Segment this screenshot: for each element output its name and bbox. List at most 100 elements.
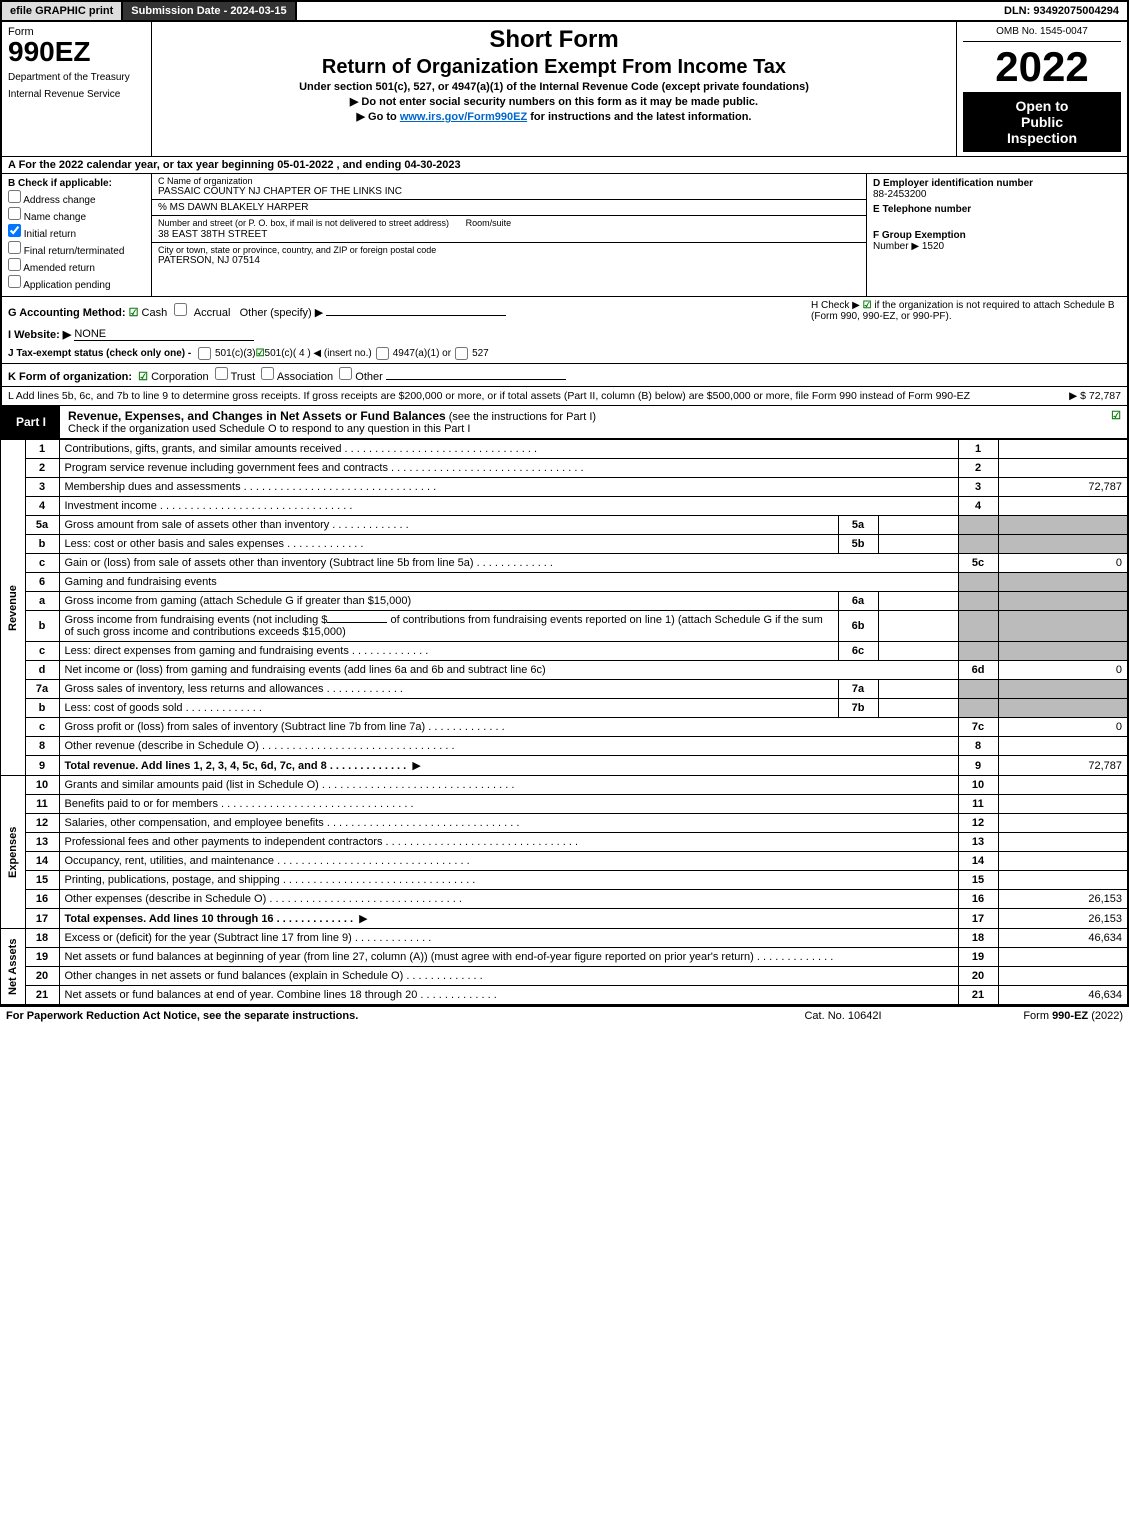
desc-7c: Gross profit or (loss) from sales of inv…	[59, 718, 958, 737]
irs-link[interactable]: www.irs.gov/Form990EZ	[400, 111, 527, 123]
cat-no: Cat. No. 10642I	[743, 1010, 943, 1022]
h-check: H Check ▶ ☑ if the organization is not r…	[811, 300, 1121, 322]
check-accrual[interactable]	[174, 303, 187, 316]
desc-17: Total expenses. Add lines 10 through 16 …	[59, 909, 958, 929]
shade-6b	[958, 611, 998, 642]
val-21: 46,634	[998, 986, 1128, 1005]
part1-title: Revenue, Expenses, and Changes in Net As…	[60, 406, 1105, 438]
box-15: 15	[958, 871, 998, 890]
check-address-change[interactable]: Address change	[8, 190, 145, 206]
check-501c3[interactable]	[198, 347, 211, 360]
top-bar: efile GRAPHIC print Submission Date - 20…	[0, 0, 1129, 22]
part1-header: Part I Revenue, Expenses, and Changes in…	[0, 406, 1129, 439]
box-14: 14	[958, 852, 998, 871]
box-13: 13	[958, 833, 998, 852]
desc-9: Total revenue. Add lines 1, 2, 3, 4, 5c,…	[59, 756, 958, 776]
address-change-checkbox[interactable]	[8, 190, 21, 203]
check-other-org[interactable]	[339, 367, 352, 380]
d-ein: D Employer identification number 88-2453…	[873, 178, 1121, 200]
city-row: City or town, state or province, country…	[152, 243, 866, 268]
g-accounting: G Accounting Method: ☑ Cash Accrual Othe…	[8, 303, 811, 319]
desc-20: Other changes in net assets or fund bala…	[59, 967, 958, 986]
city-label: City or town, state or province, country…	[158, 245, 860, 255]
check-application-pending[interactable]: Application pending	[8, 275, 145, 291]
check-4947[interactable]	[376, 347, 389, 360]
ln-7a: 7a	[25, 680, 59, 699]
check-527[interactable]	[455, 347, 468, 360]
submission-date: Submission Date - 2024-03-15	[123, 2, 296, 20]
desc-5a: Gross amount from sale of assets other t…	[59, 516, 838, 535]
line-k: K Form of organization: ☑ Corporation Tr…	[0, 364, 1129, 387]
val-7c: 0	[998, 718, 1128, 737]
city: PATERSON, NJ 07514	[158, 255, 860, 266]
title-short-form: Short Form	[160, 26, 948, 54]
ein-value: 88-2453200	[873, 189, 926, 200]
desc-16: Other expenses (describe in Schedule O)	[59, 890, 958, 909]
box-2: 2	[958, 459, 998, 478]
header-center: Short Form Return of Organization Exempt…	[152, 22, 957, 156]
e-phone: E Telephone number	[873, 204, 1121, 226]
desc-19: Net assets or fund balances at beginning…	[59, 948, 958, 967]
val-17: 26,153	[998, 909, 1128, 929]
street: 38 EAST 38TH STREET	[158, 229, 860, 240]
dln: DLN: 93492075004294	[996, 2, 1127, 20]
check-amended[interactable]: Amended return	[8, 258, 145, 274]
part1-table: Revenue 1 Contributions, gifts, grants, …	[0, 439, 1129, 1005]
goto-prefix: ▶ Go to	[357, 111, 400, 123]
ln-13: 13	[25, 833, 59, 852]
desc-6c: Less: direct expenses from gaming and fu…	[59, 642, 838, 661]
gross-receipts: ▶ $ 72,787	[1069, 390, 1121, 402]
ln-6c: c	[25, 642, 59, 661]
mini-val-7b	[878, 699, 958, 718]
shade-5b	[958, 535, 998, 554]
mini-val-5a	[878, 516, 958, 535]
desc-14: Occupancy, rent, utilities, and maintena…	[59, 852, 958, 871]
note-goto: ▶ Go to www.irs.gov/Form990EZ for instru…	[160, 110, 948, 123]
ln-9: 9	[25, 756, 59, 776]
org-name: PASSAIC COUNTY NJ CHAPTER OF THE LINKS I…	[158, 186, 860, 197]
dept-treasury: Department of the Treasury	[8, 72, 145, 83]
box-12: 12	[958, 814, 998, 833]
check-501c4-icon: ☑	[256, 348, 265, 359]
netassets-label: Net Assets	[1, 929, 25, 1005]
part1-checkbox[interactable]: ☑	[1105, 406, 1127, 438]
f-number-label: Number ▶	[873, 241, 919, 252]
check-association[interactable]	[261, 367, 274, 380]
title-return: Return of Organization Exempt From Incom…	[160, 56, 948, 79]
mini-7b: 7b	[838, 699, 878, 718]
form-header: Form 990EZ Department of the Treasury In…	[0, 22, 1129, 156]
ln-12: 12	[25, 814, 59, 833]
ln-5b: b	[25, 535, 59, 554]
col-def: D Employer identification number 88-2453…	[867, 174, 1127, 296]
form-number: 990EZ	[8, 38, 145, 66]
box-4: 4	[958, 497, 998, 516]
ln-1: 1	[25, 440, 59, 459]
mini-val-5b	[878, 535, 958, 554]
check-trust[interactable]	[215, 367, 228, 380]
check-name-change[interactable]: Name change	[8, 207, 145, 223]
ln-17: 17	[25, 909, 59, 929]
box-20: 20	[958, 967, 998, 986]
box-18: 18	[958, 929, 998, 948]
website-value: NONE	[74, 328, 254, 341]
col-b: B Check if applicable: Address change Na…	[2, 174, 152, 296]
under-section: Under section 501(c), 527, or 4947(a)(1)…	[160, 81, 948, 93]
box-21: 21	[958, 986, 998, 1005]
efile-print-button[interactable]: efile GRAPHIC print	[2, 2, 123, 20]
desc-6: Gaming and fundraising events	[59, 573, 958, 592]
box-1: 1	[958, 440, 998, 459]
expenses-label: Expenses	[1, 776, 25, 929]
desc-13: Professional fees and other payments to …	[59, 833, 958, 852]
box-11: 11	[958, 795, 998, 814]
check-initial-return[interactable]: Initial return	[8, 224, 145, 240]
c-label: C Name of organization	[158, 176, 860, 186]
val-3: 72,787	[998, 478, 1128, 497]
val-1	[998, 440, 1128, 459]
ln-7b: b	[25, 699, 59, 718]
org-name-row: C Name of organization PASSAIC COUNTY NJ…	[152, 174, 866, 200]
line-a: A For the 2022 calendar year, or tax yea…	[0, 156, 1129, 174]
check-final-return[interactable]: Final return/terminated	[8, 241, 145, 257]
val-8	[998, 737, 1128, 756]
ln-6: 6	[25, 573, 59, 592]
shade-val-6	[998, 573, 1128, 592]
